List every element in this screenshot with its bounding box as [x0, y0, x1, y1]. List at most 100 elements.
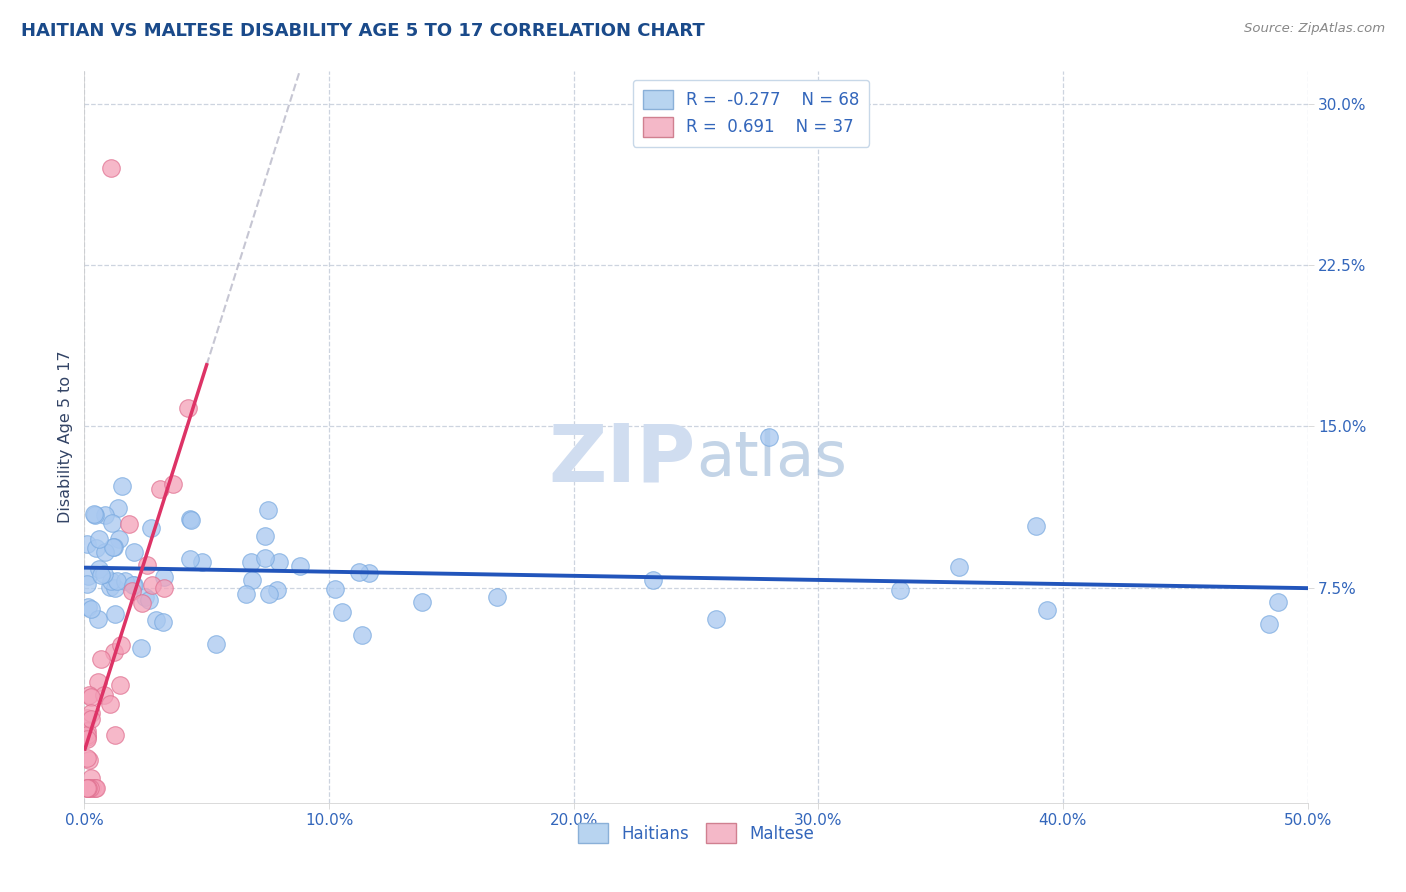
Point	[124, 578, 146, 592]
Point	[108, 532, 131, 546]
Point	[1258, 616, 1281, 631]
Point	[76, 730, 98, 744]
Point	[90, 652, 112, 666]
Point	[111, 479, 134, 493]
Point	[357, 566, 380, 580]
Point	[253, 550, 276, 565]
Point	[83, 507, 105, 521]
Point	[84, 780, 107, 795]
Text: Source: ZipAtlas.com: Source: ZipAtlas.com	[1244, 22, 1385, 36]
Point	[76, 537, 98, 551]
Point	[79, 780, 101, 795]
Point	[94, 545, 117, 559]
Point	[235, 587, 257, 601]
Point	[101, 540, 124, 554]
Point	[76, 569, 98, 583]
Point	[134, 590, 156, 604]
Point	[948, 560, 970, 574]
Point	[1267, 595, 1289, 609]
Point	[107, 500, 129, 515]
Point	[411, 595, 433, 609]
Point	[114, 574, 136, 588]
Point	[77, 688, 100, 702]
Point	[104, 727, 127, 741]
Point	[80, 713, 103, 727]
Point	[100, 574, 122, 589]
Point	[131, 596, 153, 610]
Point	[103, 541, 125, 555]
Point	[76, 711, 98, 725]
Point	[352, 627, 374, 641]
Point	[153, 570, 176, 584]
Point	[704, 612, 727, 626]
Point	[77, 753, 100, 767]
Point	[138, 593, 160, 607]
Point	[191, 555, 214, 569]
Point	[104, 607, 127, 621]
Point	[121, 583, 143, 598]
Point	[87, 674, 110, 689]
Point	[1025, 519, 1047, 533]
Point	[87, 533, 110, 547]
Point	[87, 612, 110, 626]
Point	[152, 615, 174, 629]
Legend: Haitians, Maltese: Haitians, Maltese	[571, 817, 821, 849]
Point	[103, 645, 125, 659]
Point	[141, 578, 163, 592]
Point	[347, 565, 370, 579]
Point	[98, 697, 121, 711]
Point	[101, 516, 124, 530]
Point	[100, 161, 122, 176]
Point	[145, 613, 167, 627]
Point	[84, 541, 107, 555]
Point	[179, 552, 201, 566]
Point	[76, 724, 98, 739]
Point	[90, 568, 112, 582]
Point	[76, 576, 98, 591]
Y-axis label: Disability Age 5 to 17: Disability Age 5 to 17	[58, 351, 73, 524]
Point	[76, 731, 98, 746]
Point	[80, 690, 103, 704]
Point	[254, 529, 277, 543]
Point	[98, 581, 121, 595]
Point	[89, 562, 111, 576]
Point	[758, 430, 780, 444]
Point	[118, 517, 141, 532]
Point	[139, 521, 162, 535]
Point	[76, 751, 98, 765]
Point	[80, 706, 103, 720]
Point	[122, 545, 145, 559]
Point	[105, 574, 128, 588]
Point	[76, 780, 98, 795]
Point	[93, 689, 115, 703]
Point	[122, 578, 145, 592]
Point	[110, 638, 132, 652]
Point	[180, 513, 202, 527]
Point	[1036, 603, 1059, 617]
Point	[177, 401, 200, 416]
Point	[641, 573, 664, 587]
Point	[162, 477, 184, 491]
Point	[205, 637, 228, 651]
Point	[153, 581, 176, 595]
Point	[93, 566, 115, 581]
Point	[242, 573, 264, 587]
Text: HAITIAN VS MALTESE DISABILITY AGE 5 TO 17 CORRELATION CHART: HAITIAN VS MALTESE DISABILITY AGE 5 TO 1…	[21, 22, 704, 40]
Point	[240, 555, 263, 569]
Point	[129, 640, 152, 655]
Point	[256, 503, 278, 517]
Point	[108, 677, 131, 691]
Point	[257, 587, 280, 601]
Point	[76, 728, 98, 742]
Point	[94, 508, 117, 522]
Point	[323, 582, 346, 597]
Text: atlas: atlas	[696, 429, 846, 489]
Point	[288, 558, 311, 573]
Point	[76, 600, 98, 615]
Point	[136, 558, 159, 573]
Point	[82, 780, 104, 795]
Point	[485, 590, 508, 604]
Point	[79, 601, 101, 615]
Point	[84, 780, 107, 795]
Point	[149, 482, 172, 496]
